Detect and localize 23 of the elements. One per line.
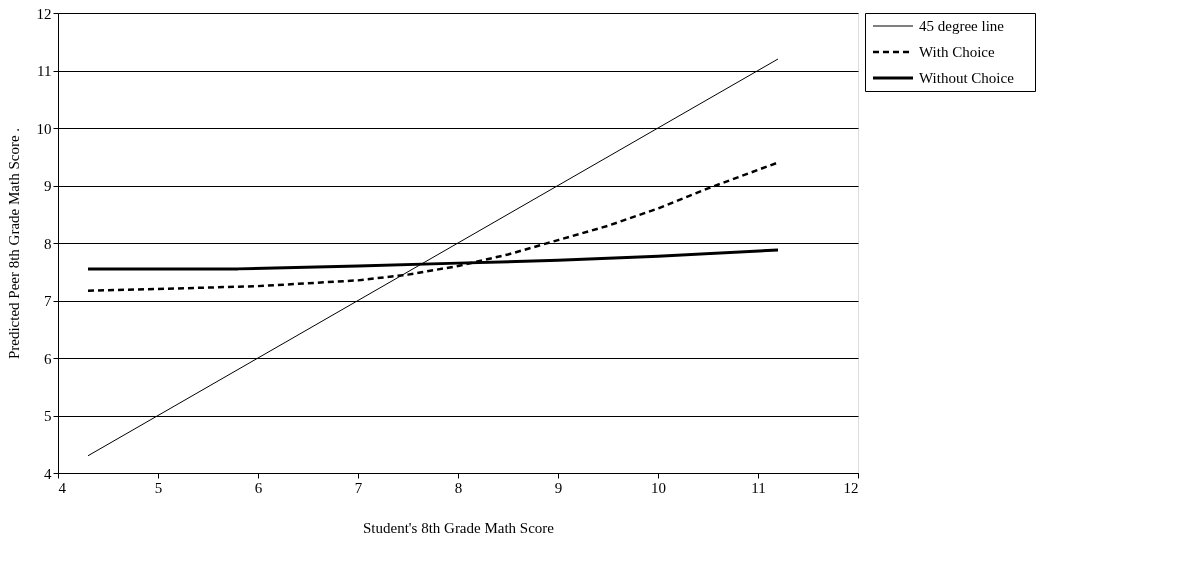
legend-label: Without Choice [919,70,1015,86]
y-tick-label: 4 [44,465,52,482]
x-tick-label: 6 [254,479,263,496]
x-tick-label: 7 [354,479,363,496]
x-tick-label: 4 [58,479,67,496]
y-tick-label: 5 [44,408,52,424]
y-tick-label: 7 [44,293,52,309]
y-axis-title: Predicted Peer 8th Grade Math Score . [5,127,22,360]
x-tick-label: 10 [651,479,666,496]
y-tick-label: 11 [37,63,52,79]
y-tick-label: 12 [36,5,52,22]
legend-label: With Choice [919,44,995,60]
y-tick-label: 10 [36,120,52,137]
y-tick-label: 9 [44,178,52,194]
x-tick-label: 12 [843,479,859,496]
x-tick-label: 11 [751,479,766,496]
y-tick-label: 8 [44,235,52,252]
x-tick-label: 5 [154,479,163,496]
x-tick-label: 9 [554,479,563,496]
x-tick-label: 8 [454,479,463,496]
x-axis-title: Student's 8th Grade Math Score [362,519,555,536]
legend-label: 45 degree line [919,18,1005,34]
y-tick-label: 6 [44,350,52,367]
